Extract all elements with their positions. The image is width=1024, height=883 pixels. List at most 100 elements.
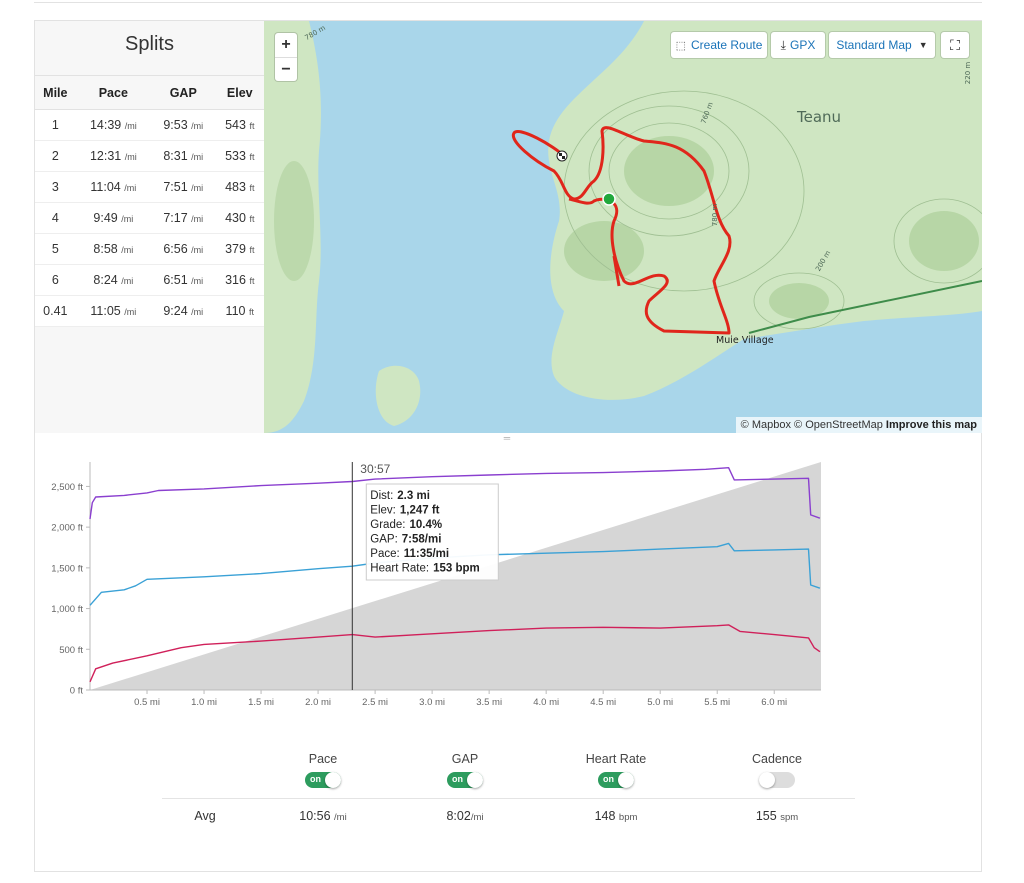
split-elev: 430 ft <box>215 202 264 234</box>
chart-svg[interactable]: 0 ft 500 ft 1,000 ft 1,500 ft 2,000 ft 2,500 … <box>34 440 982 740</box>
splits-table: Mile Pace GAP Elev 1 14:39 /mi 9:53 /mi 543… <box>35 75 264 327</box>
split-gap: 6:56 /mi <box>150 233 216 265</box>
create-route-button[interactable]: ⬚ Create Route <box>671 32 767 58</box>
y-tick-label: 500 ft <box>59 645 83 656</box>
map-attribution: © Mapbox © OpenStreetMap Improve this ma… <box>735 417 982 433</box>
y-tick-label: 1,000 ft <box>51 604 83 615</box>
split-mile: 2 <box>35 140 76 172</box>
x-tick-label: 2.5 mi <box>362 697 388 708</box>
pace-toggle[interactable]: on <box>305 772 341 788</box>
tooltip-label: Elev: <box>370 505 396 517</box>
splits-panel: Splits Mile Pace GAP Elev 1 14:39 /mi 9:53… <box>35 21 265 433</box>
split-mile: 1 <box>35 109 76 141</box>
split-row: 0.41 11:05 /mi 9:24 /mi 110 ft <box>35 295 264 327</box>
osm-link[interactable]: © OpenStreetMap <box>794 419 883 431</box>
split-elev: 533 ft <box>215 140 264 172</box>
fullscreen-button[interactable]: ⛶ <box>941 32 969 58</box>
x-tick-label: 4.5 mi <box>590 697 616 708</box>
toggle-on-text: on <box>452 774 463 784</box>
contour-label: 780 m <box>711 203 720 227</box>
legend-pace-label: Pace <box>308 752 338 766</box>
route-map[interactable]: Teanu Muie Village 780 m 760 m 200 m 220… <box>264 21 982 433</box>
legend-heart-rate: Heart Rate on <box>556 752 676 793</box>
tooltip-value: 7:58/mi <box>402 534 442 546</box>
toggle-on-text: on <box>310 774 321 784</box>
tooltip-row: Grade: 10.4% <box>370 519 442 531</box>
tooltip-row: Elev: 1,247 ft <box>370 505 439 517</box>
legend-cadence: Cadence <box>717 752 837 793</box>
y-tick-label: 2,500 ft <box>51 482 83 493</box>
cadence-toggle[interactable] <box>759 772 795 788</box>
cursor-time-label: 30:57 <box>360 462 390 476</box>
legend-heart-rate-label: Heart Rate <box>585 752 647 766</box>
tooltip-value: 1,247 ft <box>400 505 440 517</box>
resize-handle[interactable]: ═ <box>503 433 511 443</box>
tooltip-value: 2.3 mi <box>397 490 430 502</box>
gpx-label: GPX <box>789 38 816 52</box>
averages-divider <box>162 798 855 799</box>
avg-cadence-value: 155 <box>755 809 777 823</box>
legend-gap-label: GAP <box>451 752 479 766</box>
tooltip-value: 153 bpm <box>433 563 480 575</box>
tooltip-row: Heart Rate: 153 bpm <box>370 563 479 575</box>
tooltip-row: GAP: 7:58/mi <box>370 534 441 546</box>
col-elev-header: Elev <box>215 75 264 110</box>
x-tick-label: 2.0 mi <box>305 697 331 708</box>
split-pace: 8:24 /mi <box>75 264 151 296</box>
tooltip-row: Dist: 2.3 mi <box>370 490 430 502</box>
split-row: 3 11:04 /mi 7:51 /mi 483 ft <box>35 171 264 203</box>
x-tick-label: 5.0 mi <box>647 697 673 708</box>
split-row: 6 8:24 /mi 6:51 /mi 316 ft <box>35 264 264 296</box>
averages-label: Avg <box>194 809 216 823</box>
route-line <box>511 126 732 335</box>
col-mile-header: Mile <box>35 75 76 110</box>
split-elev: 379 ft <box>215 233 264 265</box>
tooltip-label: Heart Rate: <box>370 563 429 575</box>
activity-chart[interactable]: 0 ft 500 ft 1,000 ft 1,500 ft 2,000 ft 2,500 … <box>34 440 982 740</box>
place-label-teanu: Teanu <box>797 108 842 126</box>
splits-header-row: Mile Pace GAP Elev <box>35 75 264 110</box>
map-canvas[interactable] <box>264 21 982 433</box>
mapbox-link[interactable]: © Mapbox <box>740 419 791 431</box>
improve-map-link[interactable]: Improve this map <box>885 419 977 431</box>
create-route-icon: ⬚ <box>675 39 687 52</box>
tooltip-label: Dist: <box>370 490 393 502</box>
heart-rate-toggle[interactable]: on <box>598 772 634 788</box>
legend-gap: GAP on <box>405 752 525 793</box>
avg-cadence: 155 spm <box>727 809 827 823</box>
gap-toggle[interactable]: on <box>447 772 483 788</box>
split-mile: 0.41 <box>35 295 76 327</box>
tooltip-value: 10.4% <box>409 519 442 531</box>
zoom-in-button[interactable]: + <box>275 33 297 58</box>
zoom-out-button[interactable]: − <box>281 61 291 78</box>
avg-heart-rate-unit: bpm <box>618 812 638 823</box>
x-tick-label: 1.0 mi <box>191 697 217 708</box>
split-elev: 316 ft <box>215 264 264 296</box>
fullscreen-icon: ⛶ <box>950 36 960 53</box>
split-gap: 9:53 /mi <box>150 109 216 141</box>
split-mile: 3 <box>35 171 76 203</box>
tooltip-value: 11:35/mi <box>404 548 449 560</box>
zoom-controls: + − <box>275 33 297 81</box>
split-mile: 4 <box>35 202 76 234</box>
splits-title: Splits <box>125 33 174 55</box>
map-style-dropdown[interactable]: Standard Map ▼ <box>829 32 935 58</box>
split-gap: 9:24 /mi <box>150 295 216 327</box>
avg-gap: 8:02/mi <box>415 809 515 823</box>
tooltip-label: Grade: <box>370 519 405 531</box>
split-pace: 9:49 /mi <box>75 202 151 234</box>
split-gap: 7:17 /mi <box>150 202 216 234</box>
series-line-0 <box>89 467 821 520</box>
map-style-label: Standard Map <box>836 38 912 52</box>
col-pace-header: Pace <box>75 75 151 110</box>
avg-heart-rate-value: 148 <box>594 809 616 823</box>
split-mile: 6 <box>35 264 76 296</box>
split-row: 4 9:49 /mi 7:17 /mi 430 ft <box>35 202 264 234</box>
gpx-button[interactable]: ⤓ GPX <box>771 32 825 58</box>
contour-label: 220 m <box>964 61 973 85</box>
split-pace: 12:31 /mi <box>75 140 151 172</box>
x-tick-label: 0.5 mi <box>134 697 160 708</box>
split-pace: 11:04 /mi <box>75 171 151 203</box>
contour-lines <box>563 90 982 330</box>
avg-gap-unit: /mi <box>470 812 484 823</box>
